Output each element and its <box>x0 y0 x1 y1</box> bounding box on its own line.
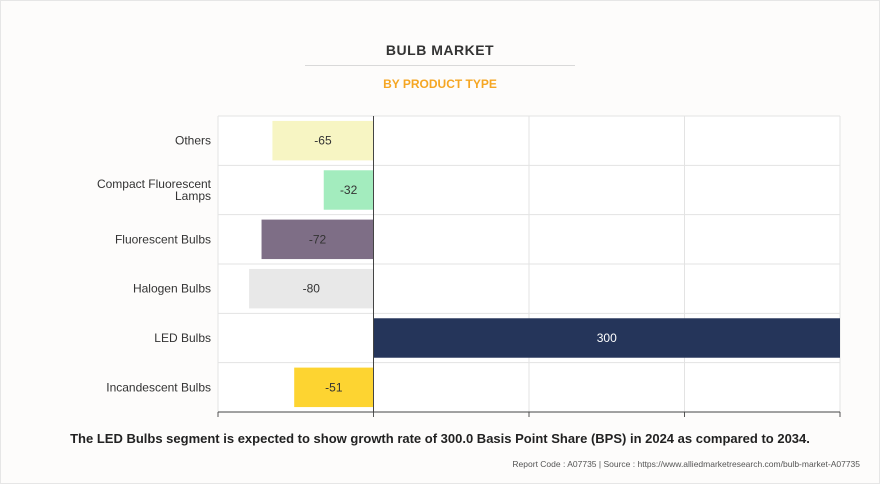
category-label: Fluorescent Bulbs <box>115 232 211 246</box>
data-label: -51 <box>325 380 343 394</box>
chart-subtitle: BY PRODUCT TYPE <box>383 77 497 91</box>
bar <box>272 120 374 161</box>
category-label: Others <box>175 134 211 148</box>
bar <box>261 219 374 260</box>
bar <box>294 367 374 408</box>
data-label: 300 <box>597 331 617 345</box>
category-label: Compact Fluorescent Lamps <box>97 177 212 203</box>
bar <box>373 318 840 358</box>
data-label: -65 <box>314 134 332 148</box>
category-label: Halogen Bulbs <box>133 282 211 296</box>
data-label: -32 <box>340 183 358 197</box>
source-line: Report Code : A07735 | Source : https://… <box>512 459 860 469</box>
data-label: -80 <box>303 282 321 296</box>
chart-footnote: The LED Bulbs segment is expected to sho… <box>70 431 810 446</box>
title-divider <box>305 65 575 66</box>
chart-title: BULB MARKET <box>385 42 495 58</box>
data-label: -72 <box>309 232 327 246</box>
category-label: LED Bulbs <box>154 331 211 345</box>
bar <box>323 170 374 210</box>
category-label: Incandescent Bulbs <box>106 380 211 394</box>
bar <box>249 268 374 309</box>
